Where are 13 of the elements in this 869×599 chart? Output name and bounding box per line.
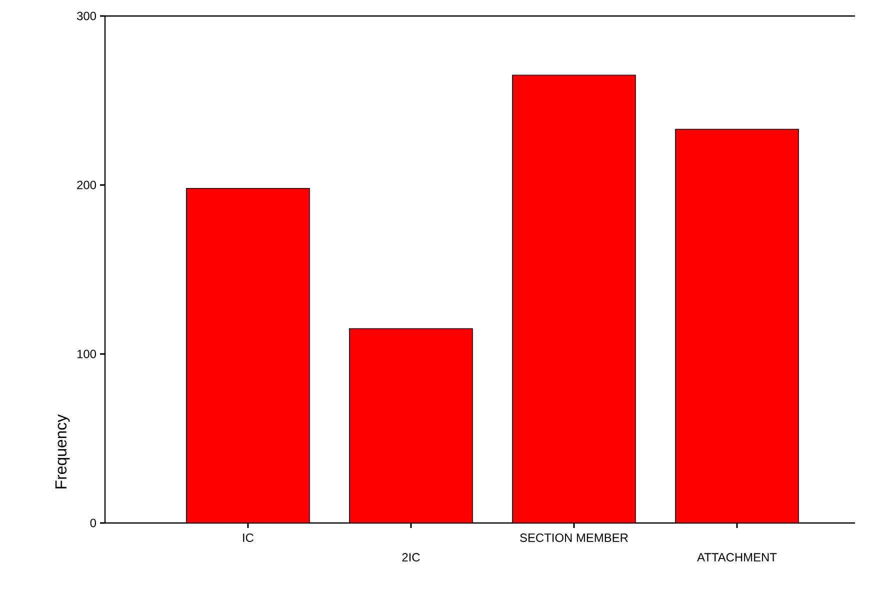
y-axis-title: Frequency — [55, 414, 70, 488]
y-tick-label: 100 — [77, 350, 96, 358]
bar — [675, 128, 799, 523]
x-tick-label: 2IC — [402, 553, 420, 562]
bar — [186, 188, 310, 523]
y-tick-label: 300 — [76, 12, 96, 20]
x-tick-label: IC — [243, 534, 254, 542]
y-tick-label: 0 — [90, 518, 96, 528]
bar — [512, 74, 636, 523]
bar — [349, 328, 473, 523]
y-tick-label: 200 — [77, 180, 96, 190]
x-tick-label: SECTION MEMBER — [520, 534, 628, 542]
x-tick-label: ATTACHMENT — [697, 553, 777, 562]
